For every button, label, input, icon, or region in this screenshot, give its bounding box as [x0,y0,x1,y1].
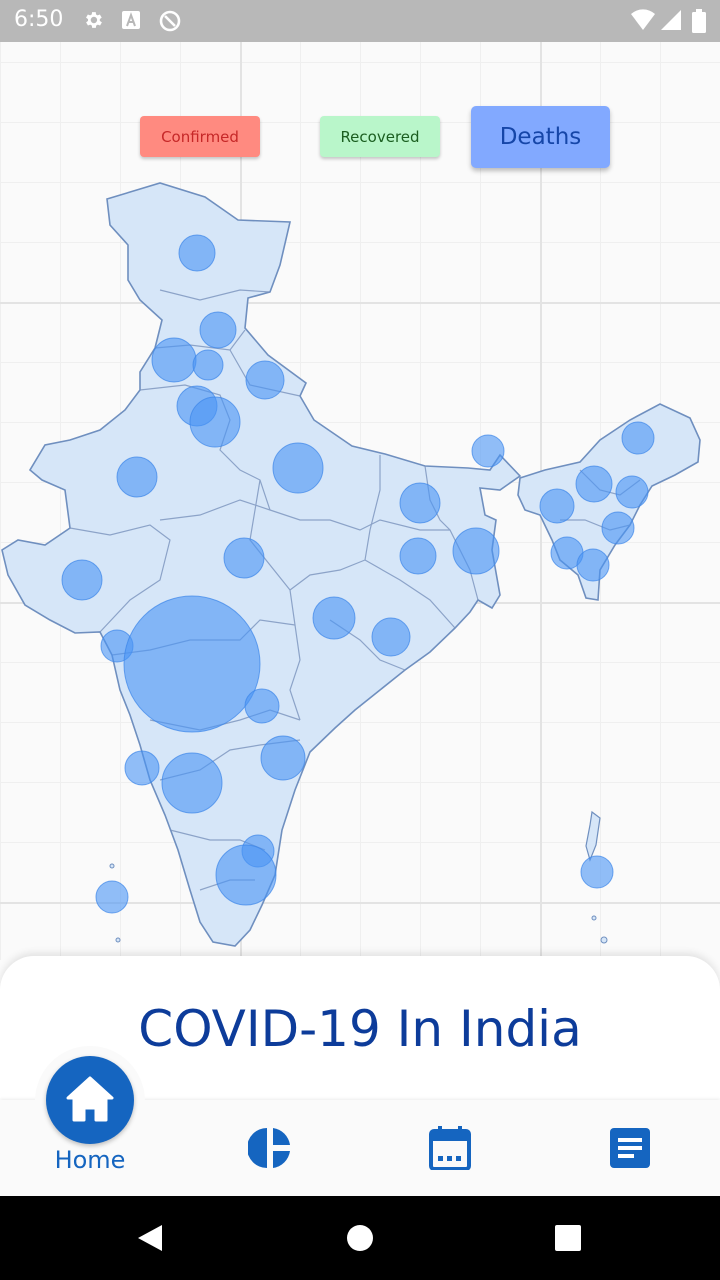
calendar-icon [429,1126,471,1171]
bubble-himachal [199,311,237,349]
calendar-nav-button[interactable] [429,1126,471,1174]
a-icon [122,11,140,29]
battery-icon [692,9,706,33]
home-circle-icon[interactable] [346,1224,374,1252]
recovered-filter-button[interactable]: Recovered [320,116,440,157]
bubble-chandigarh [192,349,224,381]
bubble-mizoram [576,548,610,582]
pie-chart-icon [247,1128,290,1168]
bubble-gujarat [61,559,103,601]
bubble-delhi [189,396,241,448]
map-area[interactable]: Confirmed Recovered Deaths [0,42,720,960]
bubble-sikkim [471,434,505,468]
stats-nav-button[interactable] [247,1126,292,1174]
news-nav-button[interactable] [610,1128,650,1172]
back-icon[interactable] [136,1224,164,1252]
deaths-filter-button[interactable]: Deaths [471,106,610,168]
bubble-andaman [580,855,614,889]
bubble-punjab [151,337,197,383]
home-icon [66,1076,114,1122]
home-nav-button[interactable] [46,1056,134,1144]
bubble-uttarakhand [245,360,285,400]
bubble-arunachal [621,421,655,455]
bubble-bihar [399,482,441,524]
wifi-icon [631,9,655,30]
system-nav-bar [0,1196,720,1280]
bubble-manipur [601,511,635,545]
bubble-jammu-kashmir [178,234,216,272]
bubble-odisha [371,617,411,657]
bubble-maharashtra [123,595,261,733]
status-bar: 6:50 [0,0,720,42]
page-title: COVID-19 In India [138,1000,582,1058]
bubble-goa [124,750,160,786]
sync-icon [159,10,181,32]
article-icon [610,1128,650,1168]
bubble-uttar-pradesh [272,442,324,494]
bubble-telangana [244,688,280,724]
india-map[interactable] [0,42,720,960]
recents-icon[interactable] [554,1224,582,1252]
bubble-andhra-pradesh [260,735,306,781]
home-nav-label[interactable]: Home [54,1146,126,1174]
bubble-lakshadweep [95,880,129,914]
bubble-meghalaya [539,488,575,524]
bubble-nagaland [615,475,649,509]
bubble-madhya-pradesh [223,537,265,579]
death-bubbles [61,234,655,914]
status-time: 6:50 [14,7,64,32]
gear-icon [86,12,102,28]
signal-icon [661,10,681,30]
bubble-tamil-nadu [215,844,277,906]
bubble-jharkhand [399,537,437,575]
confirmed-filter-button[interactable]: Confirmed [140,116,260,157]
bubble-chhattisgarh [312,596,356,640]
bubble-karnataka [161,752,223,814]
bubble-assam [575,465,613,503]
bubble-rajasthan [116,456,158,498]
bubble-west-bengal [452,527,500,575]
